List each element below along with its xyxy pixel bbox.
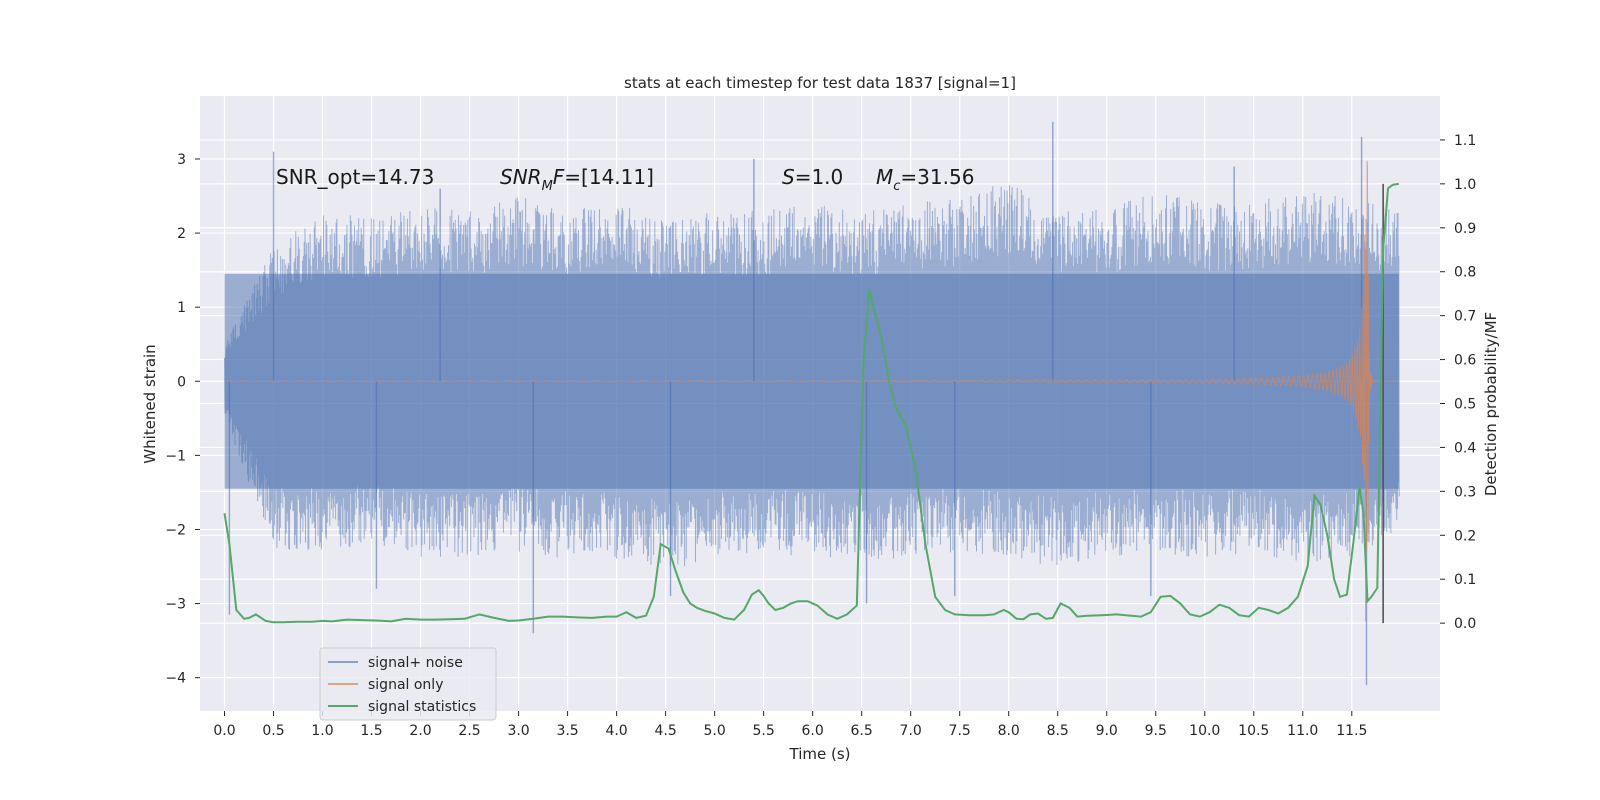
x-tick-label: 7.5 [949,723,971,739]
series-group [223,121,1400,686]
annotation-part: F [553,165,565,189]
y-axis-label: Whitened strain [141,344,159,463]
x-tick-label: 8.5 [1047,723,1069,739]
y-axis-right: 1.1 1.0 0.9 0.8 0.7 0.6 0.5 0.4 0.3 0.2 0.1 0.0 [1440,133,1476,632]
x-tick-label: 4.0 [605,723,627,739]
x-tick-label: 6.5 [851,723,873,739]
annotations: SNR_opt=14.73 SNRMF=[14.11] S=1.0 Mc=31.56 [276,165,974,194]
x-axis-label: Time (s) [789,745,851,763]
x-tick-label: 9.0 [1096,723,1118,739]
y2-tick-label: 1.1 [1454,133,1476,149]
legend-label: signal statistics [368,699,476,715]
y-tick-label: 0 [177,374,186,390]
series-signal-only [224,160,1399,622]
y-tick-label: −1 [165,448,186,464]
x-tick-label: 11.0 [1287,723,1318,739]
annotation-part: =1.0 [795,165,844,189]
annotation-part: =31.56 [900,165,974,189]
x-tick-label: 2.0 [409,723,431,739]
x-tick-label: 6.0 [802,723,824,739]
x-axis: 0.0 0.5 1.0 1.5 2.0 2.5 3.0 3.5 4.0 4.5 5.0 5.5 6.0 6… [213,711,1367,739]
y2-tick-label: 1.0 [1454,177,1476,193]
y2-tick-label: 0.3 [1454,484,1476,500]
annotation-part: M [876,165,893,189]
y2-tick-label: 0.4 [1454,440,1476,456]
x-tick-label: 10.0 [1189,723,1220,739]
y2-tick-label: 0.7 [1454,309,1476,325]
x-tick-label: 2.5 [458,723,480,739]
x-tick-label: 5.0 [703,723,725,739]
x-tick-label: 4.5 [654,723,676,739]
y-tick-label: −4 [165,671,186,687]
annotation-0: SNR_opt=14.73 [276,165,434,189]
annotation-1: SNRMF=[14.11] [500,165,654,194]
legend: signal+ noise signal only signal statistic… [319,647,497,721]
series-signal-statistics [223,182,1399,624]
x-tick-label: 1.0 [311,723,333,739]
y-tick-label: −2 [165,522,186,538]
series-layer [223,121,1400,686]
y-tick-label: 2 [177,226,186,242]
chart-title: stats at each timestep for test data 183… [624,74,1016,92]
legend-box [319,647,497,721]
y2-tick-label: 0.8 [1454,265,1476,281]
x-tick-label: 3.5 [556,723,578,739]
y2-tick-label: 0.9 [1454,221,1476,237]
y2-tick-label: 0.0 [1454,616,1476,632]
annotation-part: S [782,165,795,189]
x-tick-label: 8.0 [998,723,1020,739]
annotation-part: M [542,179,553,194]
x-tick-label: 0.0 [213,723,235,739]
x-tick-label: 7.0 [900,723,922,739]
y2-axis-label: Detection probability/MF [1482,312,1500,496]
x-tick-label: 9.5 [1145,723,1167,739]
x-tick-label: 5.5 [753,723,775,739]
annotation-3: Mc=31.56 [876,165,974,194]
annotation-part: =[14.11] [564,165,654,189]
y-axis-left: 3 2 1 0 −1 −2 −3 −4 [165,152,200,687]
x-tick-label: 0.5 [262,723,284,739]
x-tick-label: 10.5 [1238,723,1269,739]
annotation-part: SNR_opt=14.73 [276,165,434,189]
x-tick-label: 3.0 [507,723,529,739]
annotation-2: S=1.0 [782,165,843,189]
y2-tick-label: 0.1 [1454,572,1476,588]
x-tick-label: 11.5 [1336,723,1367,739]
legend-label: signal only [368,677,443,693]
y-tick-label: 3 [177,152,186,168]
y2-tick-label: 0.6 [1454,353,1476,369]
y2-tick-label: 0.2 [1454,528,1476,544]
x-tick-label: 1.5 [360,723,382,739]
y-tick-label: −3 [165,597,186,613]
y-tick-label: 1 [177,300,186,316]
y2-tick-label: 0.5 [1454,397,1476,413]
annotation-part: SNR [500,165,542,189]
legend-label: signal+ noise [368,655,463,671]
annotation-part: c [893,179,900,194]
